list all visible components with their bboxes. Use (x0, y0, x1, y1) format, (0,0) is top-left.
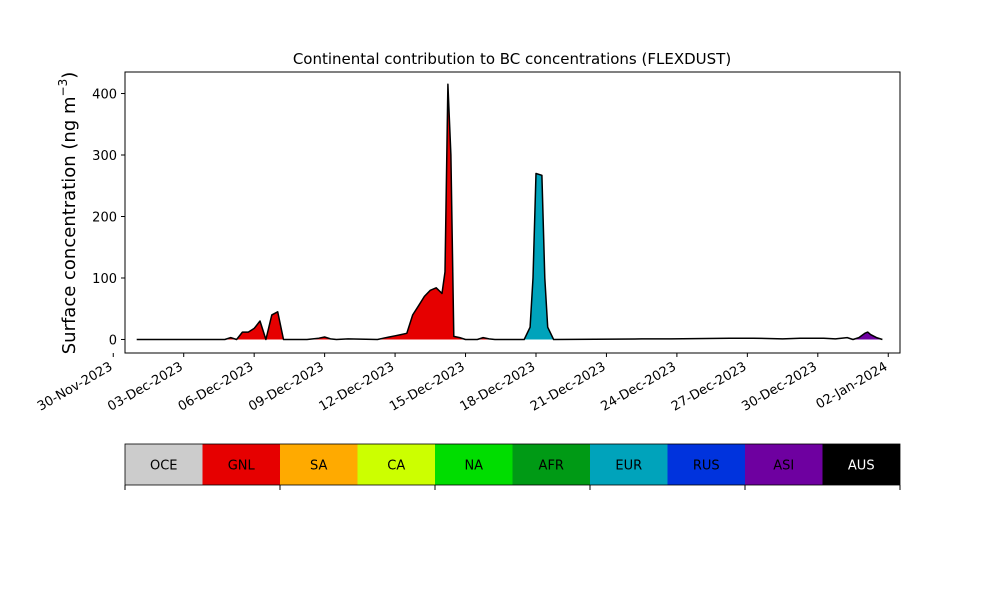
y-tick-label: 100 (92, 272, 117, 287)
x-tick-label: 30-Dec-2023 (739, 359, 819, 414)
x-tick-label: 27-Dec-2023 (669, 359, 749, 414)
legend-swatch-sa (280, 444, 358, 485)
legend-swatch-eur (590, 444, 668, 485)
legend-label-na: NA (464, 459, 483, 474)
legend-label-rus: RUS (693, 459, 720, 474)
y-axis-label: Surface concentration (ng m−3) (56, 72, 80, 355)
legend-label-eur: EUR (615, 459, 642, 474)
x-tick-label: 21-Dec-2023 (528, 359, 608, 414)
x-tick-label: 03-Dec-2023 (105, 359, 185, 414)
x-tick-label: 15-Dec-2023 (387, 359, 467, 414)
y-tick-label: 200 (92, 210, 117, 225)
legend-swatch-gnl (202, 444, 280, 485)
x-tick-label: 24-Dec-2023 (598, 359, 678, 414)
legend-swatch-aus (822, 444, 900, 485)
legend-swatch-afr (512, 444, 590, 485)
legend-label-sa: SA (310, 459, 327, 474)
legend-swatch-ca (357, 444, 435, 485)
x-tick-label: 18-Dec-2023 (458, 359, 538, 414)
x-tick-label: 30-Nov-2023 (35, 359, 115, 414)
legend-swatch-na (435, 444, 513, 485)
y-tick-label: 400 (92, 88, 117, 103)
legend-swatch-oce (125, 444, 203, 485)
x-tick-label: 12-Dec-2023 (317, 359, 397, 414)
chart-title: Continental contribution to BC concentra… (293, 50, 731, 68)
y-tick-label: 0 (109, 333, 117, 348)
axes: 0 100 200 300 400 30-Nov-202303-Dec-202306-De… (35, 71, 901, 415)
x-tick-label: 02-Jan-2024 (814, 359, 891, 412)
x-tick-label: 09-Dec-2023 (246, 359, 326, 414)
x-tick-label: 06-Dec-2023 (176, 359, 256, 414)
legend-label-gnl: GNL (228, 459, 256, 474)
legend-frame (124, 443, 901, 486)
legend-colorbar: OCE GNL SA CA NA AFR EUR RUS ASI AUS (124, 443, 901, 490)
legend-label-afr: AFR (539, 459, 564, 474)
total-outline (136, 83, 883, 341)
legend-label-aus: AUS (848, 459, 875, 474)
legend-label-ca: CA (387, 459, 405, 474)
y-axis-label-exponent: −3 (56, 79, 70, 97)
area-gnl (136, 84, 883, 340)
legend-label-oce: OCE (150, 459, 178, 474)
plot-frame (124, 71, 901, 354)
legend-swatch-asi (745, 444, 823, 485)
legend-swatch-rus (667, 444, 745, 485)
area-eur (524, 173, 554, 340)
y-tick-label: 300 (92, 149, 117, 164)
plot-area (136, 83, 883, 341)
legend-label-asi: ASI (773, 459, 794, 474)
